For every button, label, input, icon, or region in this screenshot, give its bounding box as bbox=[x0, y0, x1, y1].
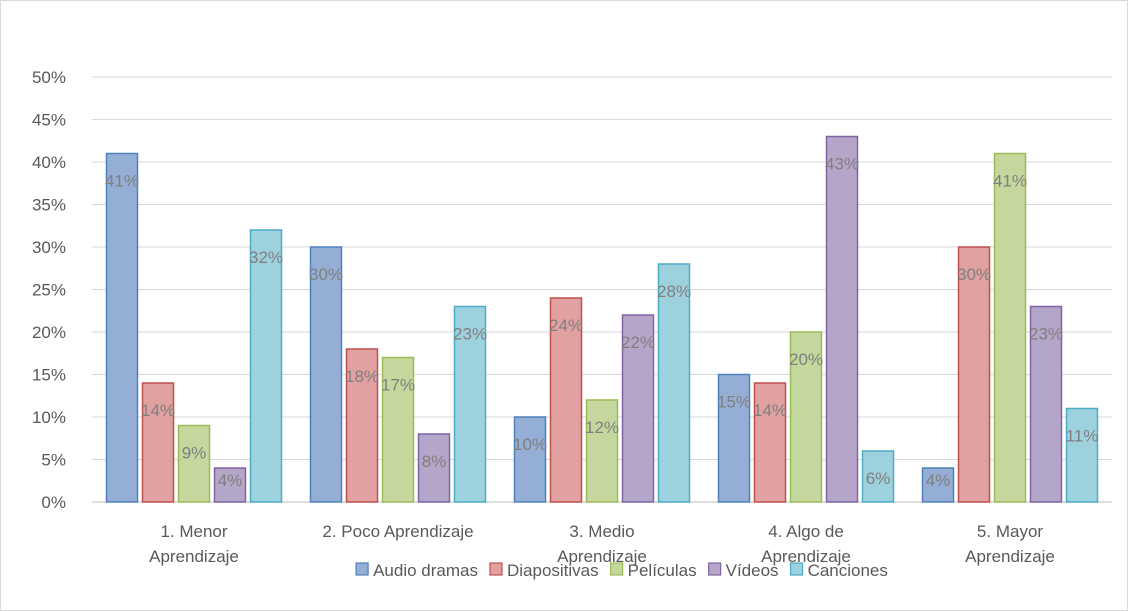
bar bbox=[513, 416, 547, 503]
data-label: 23% bbox=[453, 325, 487, 344]
category-label: Aprendizaje bbox=[557, 547, 647, 566]
bar bbox=[717, 373, 751, 503]
data-label: 14% bbox=[141, 401, 175, 420]
bar bbox=[585, 399, 619, 503]
bar bbox=[957, 246, 991, 503]
y-tick-label: 25% bbox=[32, 281, 66, 300]
bar bbox=[177, 424, 211, 503]
bar bbox=[105, 152, 139, 503]
legend-label: Audio dramas bbox=[373, 561, 478, 580]
data-label: 6% bbox=[866, 469, 891, 488]
legend-label: Diapositivas bbox=[507, 561, 599, 580]
bar bbox=[417, 433, 451, 503]
bar bbox=[753, 382, 787, 503]
data-label: 15% bbox=[717, 393, 751, 412]
category-label: 3. Medio bbox=[569, 522, 634, 541]
data-label: 4% bbox=[218, 471, 243, 490]
bar bbox=[1065, 407, 1099, 503]
bar bbox=[993, 152, 1027, 503]
data-label: 41% bbox=[993, 172, 1027, 191]
data-label: 10% bbox=[513, 435, 547, 454]
data-label: 9% bbox=[182, 444, 207, 463]
y-tick-label: 40% bbox=[32, 153, 66, 172]
y-tick-label: 10% bbox=[32, 408, 66, 427]
bar bbox=[657, 263, 691, 503]
data-label: 23% bbox=[1029, 325, 1063, 344]
bar bbox=[213, 467, 247, 503]
data-label: 22% bbox=[621, 333, 655, 352]
legend-label: Canciones bbox=[808, 561, 888, 580]
bar bbox=[549, 297, 583, 503]
category-label: 5. Mayor bbox=[977, 522, 1043, 541]
bar bbox=[249, 229, 283, 503]
legend-label: Películas bbox=[628, 561, 697, 580]
data-label: 12% bbox=[585, 418, 619, 437]
y-tick-label: 15% bbox=[32, 366, 66, 385]
legend-swatch bbox=[489, 562, 503, 576]
data-label: 17% bbox=[381, 376, 415, 395]
bar bbox=[825, 135, 859, 503]
y-tick-label: 50% bbox=[32, 68, 66, 87]
y-tick-label: 5% bbox=[41, 451, 66, 470]
y-tick-label: 0% bbox=[41, 493, 66, 512]
bar bbox=[141, 382, 175, 503]
y-tick-label: 45% bbox=[32, 111, 66, 130]
y-tick-label: 30% bbox=[32, 238, 66, 257]
data-label: 28% bbox=[657, 282, 691, 301]
category-label: 2. Poco Aprendizaje bbox=[322, 522, 473, 541]
bar bbox=[453, 305, 487, 503]
legend-swatch bbox=[708, 562, 722, 576]
data-label: 11% bbox=[1066, 427, 1099, 446]
data-label: 4% bbox=[926, 471, 951, 490]
bar bbox=[861, 450, 895, 503]
category-label: 4. Algo de bbox=[768, 522, 844, 541]
data-label: 30% bbox=[957, 265, 991, 284]
bar bbox=[621, 314, 655, 503]
data-label: 24% bbox=[549, 316, 583, 335]
data-label: 8% bbox=[422, 452, 447, 471]
data-label: 20% bbox=[789, 350, 823, 369]
category-label: Aprendizaje bbox=[761, 547, 851, 566]
bar bbox=[381, 356, 415, 503]
legend-swatch bbox=[610, 562, 624, 576]
data-label: 43% bbox=[825, 155, 859, 174]
y-tick-label: 35% bbox=[32, 196, 66, 215]
data-label: 30% bbox=[309, 265, 343, 284]
bar bbox=[345, 348, 379, 503]
data-label: 41% bbox=[105, 172, 139, 191]
bar bbox=[921, 467, 955, 503]
data-label: 32% bbox=[249, 248, 283, 267]
data-label: 18% bbox=[345, 367, 379, 386]
bar bbox=[309, 246, 343, 503]
legend-swatch bbox=[789, 562, 804, 576]
category-label: Aprendizaje bbox=[965, 547, 1055, 566]
data-label: 14% bbox=[753, 401, 787, 420]
category-label: Aprendizaje bbox=[149, 547, 239, 566]
y-tick-label: 20% bbox=[32, 323, 66, 342]
bar bbox=[789, 331, 823, 503]
legend-label: Vídeos bbox=[726, 561, 779, 580]
bar bbox=[1029, 305, 1063, 503]
legend-swatch bbox=[355, 562, 369, 576]
category-label: 1. Menor bbox=[160, 522, 227, 541]
